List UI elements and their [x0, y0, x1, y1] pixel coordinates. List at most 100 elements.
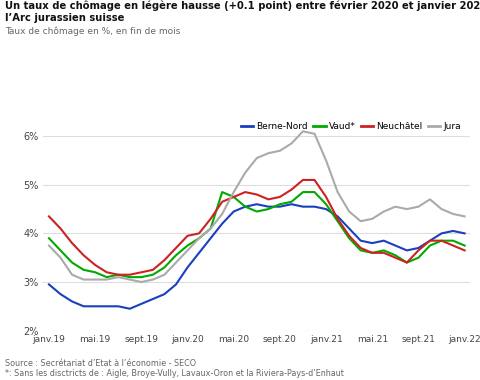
- Vaud*: [150, 272, 156, 277]
- Neuchâtel: [277, 195, 283, 199]
- Neuchâtel: [196, 231, 202, 236]
- Berne-Nord: [46, 282, 52, 287]
- Jura: [104, 277, 109, 282]
- Neuchâtel: [427, 238, 433, 243]
- Berne-Nord: [427, 238, 433, 243]
- Berne-Nord: [265, 204, 271, 209]
- Neuchâtel: [358, 246, 363, 250]
- Jura: [127, 277, 132, 282]
- Neuchâtel: [231, 195, 237, 199]
- Jura: [92, 277, 98, 282]
- Vaud*: [450, 238, 456, 243]
- Jura: [196, 236, 202, 241]
- Neuchâtel: [462, 248, 468, 253]
- Text: l’Arc jurassien suisse: l’Arc jurassien suisse: [5, 13, 124, 23]
- Vaud*: [358, 248, 363, 253]
- Vaud*: [162, 265, 168, 270]
- Vaud*: [58, 248, 63, 253]
- Vaud*: [277, 202, 283, 206]
- Vaud*: [242, 204, 248, 209]
- Jura: [450, 212, 456, 216]
- Vaud*: [127, 275, 132, 279]
- Berne-Nord: [277, 204, 283, 209]
- Jura: [277, 149, 283, 153]
- Jura: [416, 204, 421, 209]
- Vaud*: [393, 253, 398, 258]
- Berne-Nord: [416, 246, 421, 250]
- Line: Jura: Jura: [49, 131, 465, 282]
- Text: *: Sans les disctricts de : Aigle, Broye-Vully, Lavaux-Oron et la Riviera-Pays-d: *: Sans les disctricts de : Aigle, Broye…: [5, 369, 344, 378]
- Vaud*: [173, 253, 179, 258]
- Text: Source : Secrétariat d’Etat à l’économie - SECO: Source : Secrétariat d’Etat à l’économie…: [5, 359, 196, 368]
- Berne-Nord: [381, 238, 387, 243]
- Neuchâtel: [127, 272, 132, 277]
- Berne-Nord: [185, 265, 191, 270]
- Berne-Nord: [439, 231, 444, 236]
- Neuchâtel: [46, 214, 52, 218]
- Berne-Nord: [69, 299, 75, 304]
- Vaud*: [208, 226, 214, 231]
- Neuchâtel: [81, 253, 86, 258]
- Berne-Nord: [450, 229, 456, 233]
- Vaud*: [69, 260, 75, 265]
- Jura: [370, 217, 375, 221]
- Berne-Nord: [335, 214, 340, 218]
- Vaud*: [427, 243, 433, 248]
- Berne-Nord: [323, 207, 329, 211]
- Berne-Nord: [254, 202, 260, 206]
- Jura: [404, 207, 410, 211]
- Jura: [150, 277, 156, 282]
- Jura: [381, 209, 387, 214]
- Neuchâtel: [254, 192, 260, 197]
- Neuchâtel: [242, 190, 248, 194]
- Berne-Nord: [162, 292, 168, 296]
- Neuchâtel: [416, 248, 421, 253]
- Vaud*: [104, 275, 109, 279]
- Jura: [242, 170, 248, 175]
- Berne-Nord: [300, 204, 306, 209]
- Jura: [323, 158, 329, 163]
- Berne-Nord: [58, 292, 63, 296]
- Berne-Nord: [370, 241, 375, 245]
- Vaud*: [381, 248, 387, 253]
- Neuchâtel: [370, 250, 375, 255]
- Vaud*: [323, 202, 329, 206]
- Neuchâtel: [393, 255, 398, 260]
- Neuchâtel: [173, 246, 179, 250]
- Jura: [81, 277, 86, 282]
- Jura: [439, 207, 444, 211]
- Neuchâtel: [69, 241, 75, 245]
- Neuchâtel: [404, 260, 410, 265]
- Vaud*: [312, 190, 317, 194]
- Berne-Nord: [92, 304, 98, 309]
- Berne-Nord: [127, 306, 132, 311]
- Vaud*: [288, 200, 294, 204]
- Neuchâtel: [265, 197, 271, 202]
- Berne-Nord: [358, 238, 363, 243]
- Vaud*: [439, 238, 444, 243]
- Vaud*: [300, 190, 306, 194]
- Berne-Nord: [231, 209, 237, 214]
- Neuchâtel: [288, 187, 294, 192]
- Jura: [358, 219, 363, 223]
- Vaud*: [92, 270, 98, 275]
- Vaud*: [254, 209, 260, 214]
- Vaud*: [462, 243, 468, 248]
- Jura: [185, 248, 191, 253]
- Vaud*: [335, 219, 340, 223]
- Berne-Nord: [173, 282, 179, 287]
- Berne-Nord: [462, 231, 468, 236]
- Neuchâtel: [138, 270, 144, 275]
- Jura: [173, 260, 179, 265]
- Berne-Nord: [115, 304, 121, 309]
- Line: Vaud*: Vaud*: [49, 192, 465, 277]
- Neuchâtel: [115, 272, 121, 277]
- Vaud*: [138, 275, 144, 279]
- Berne-Nord: [242, 204, 248, 209]
- Vaud*: [115, 272, 121, 277]
- Neuchâtel: [185, 234, 191, 238]
- Neuchâtel: [439, 238, 444, 243]
- Neuchâtel: [381, 250, 387, 255]
- Berne-Nord: [312, 204, 317, 209]
- Jura: [208, 226, 214, 231]
